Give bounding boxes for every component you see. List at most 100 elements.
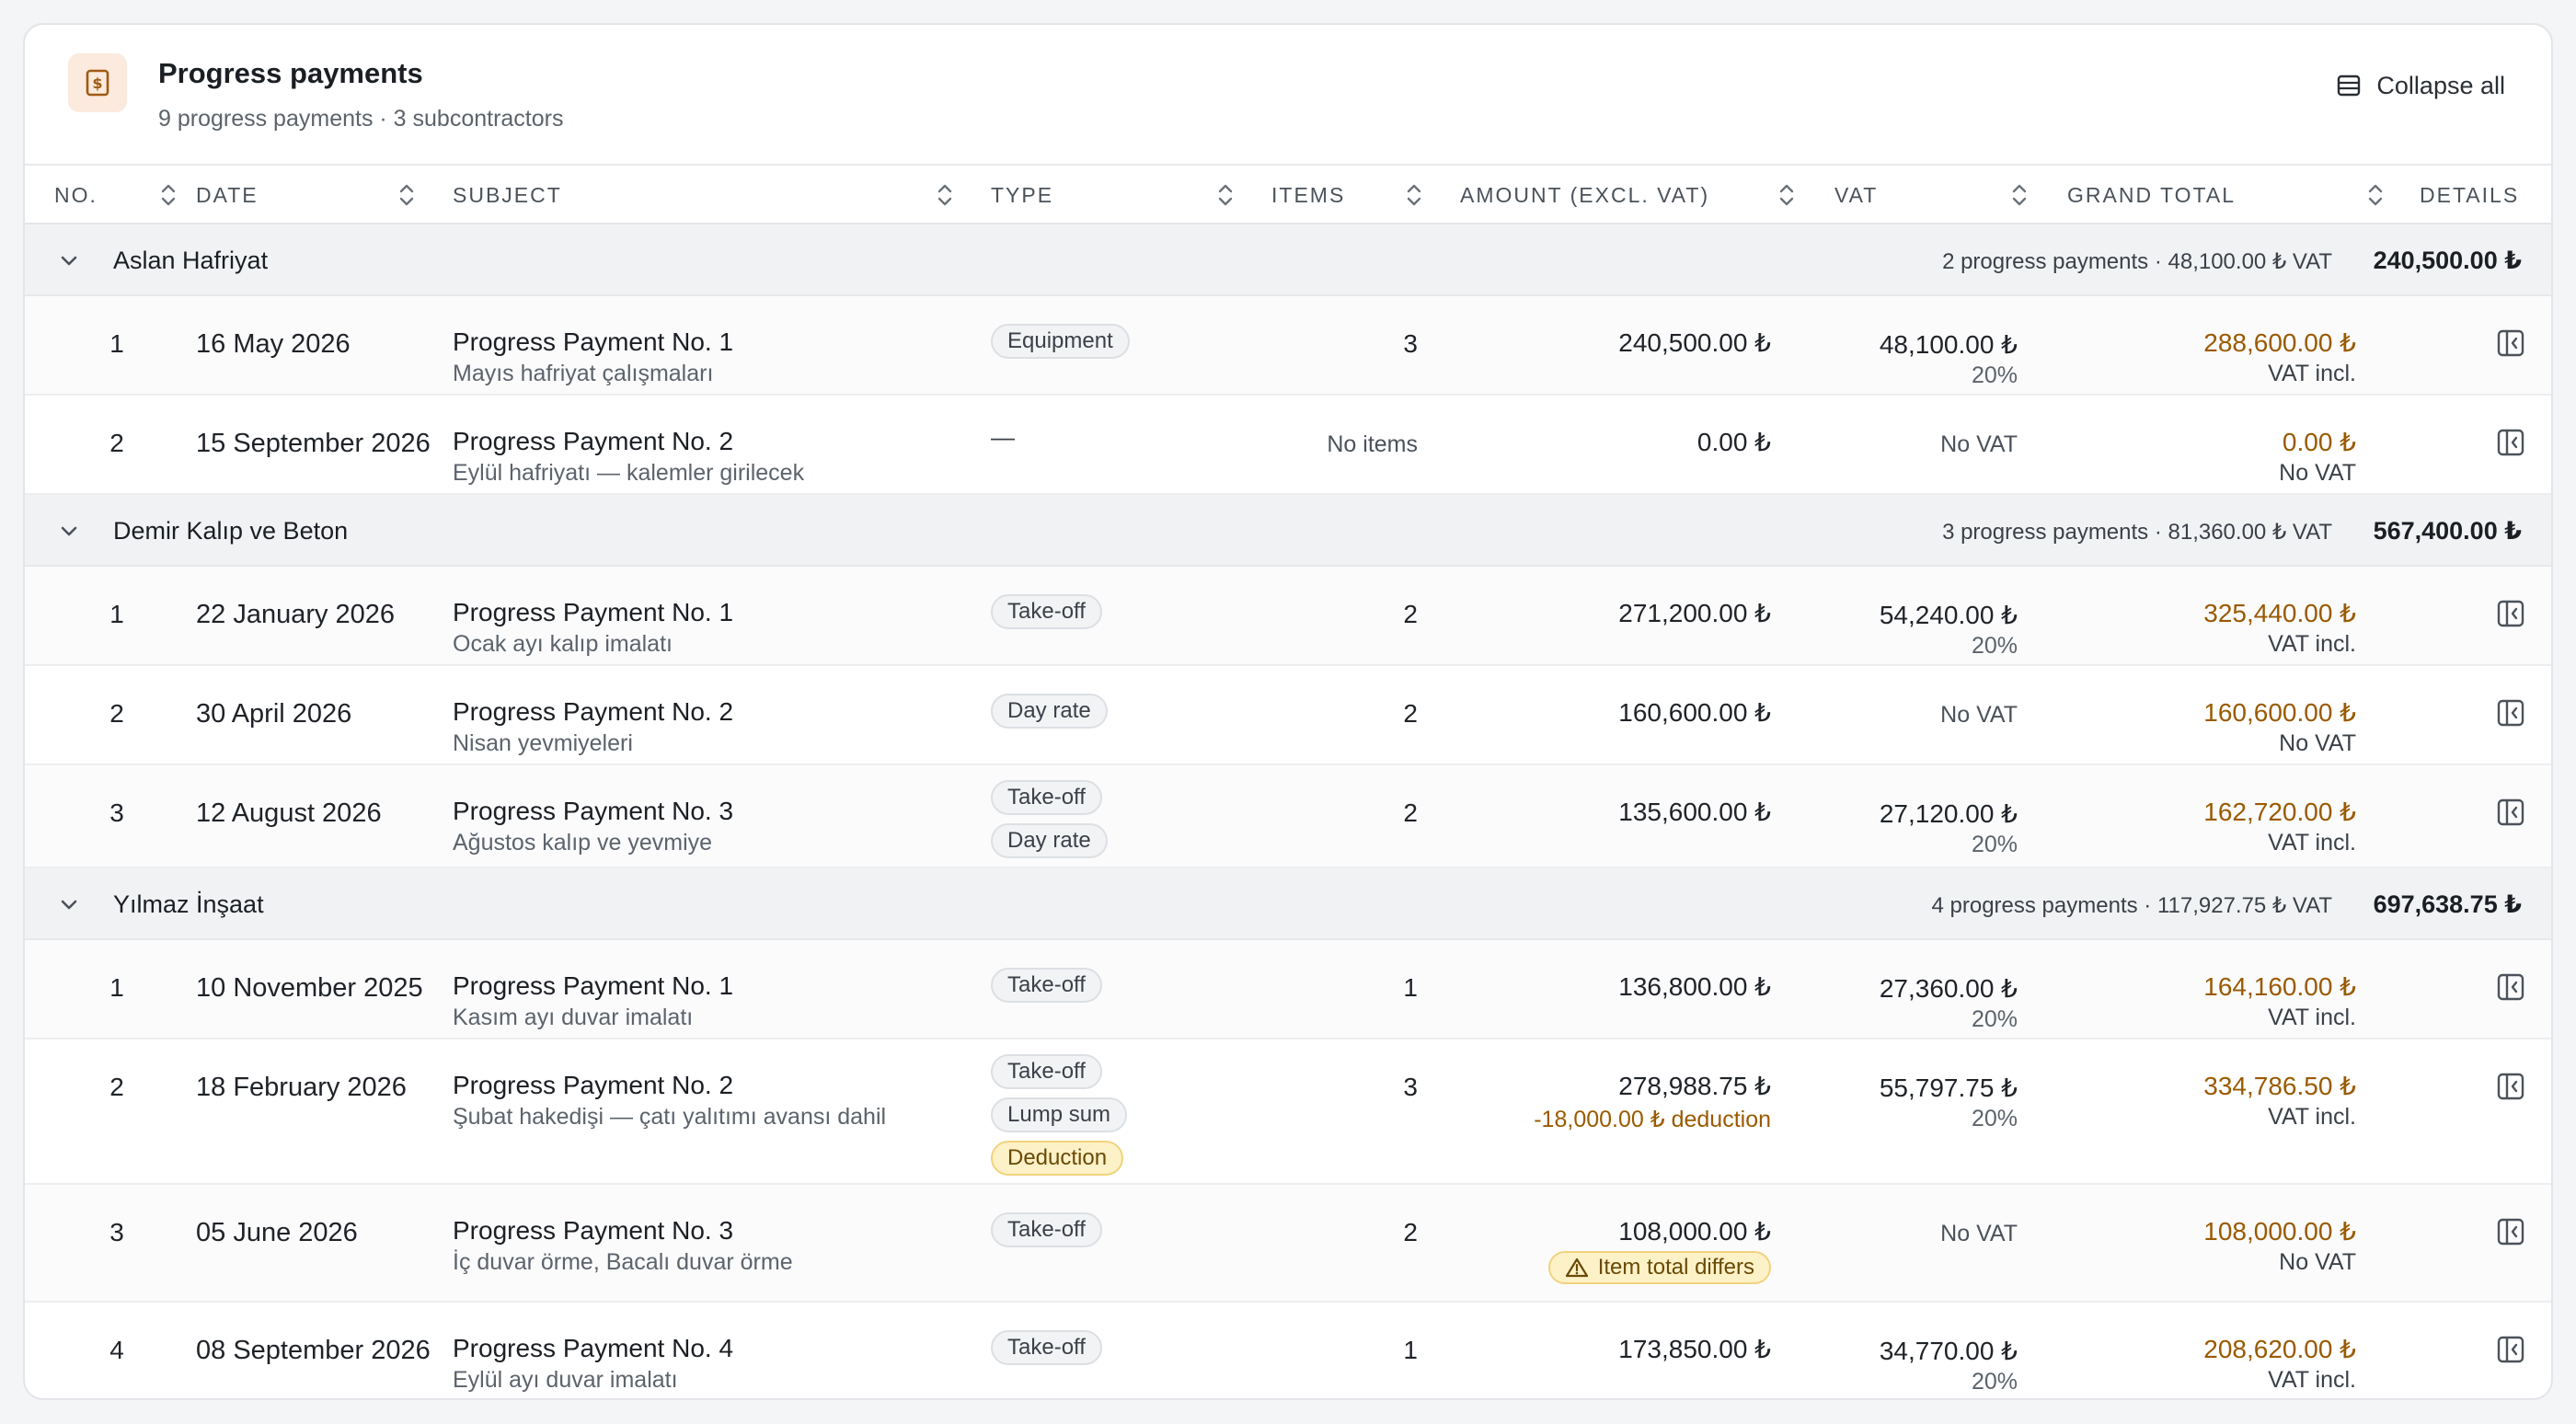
sort-icon[interactable] bbox=[1216, 182, 1235, 208]
group-header[interactable]: Aslan Hafriyat 2 progress payments · 48,… bbox=[25, 224, 2551, 296]
sort-icon[interactable] bbox=[936, 182, 954, 208]
invoice-dollar-icon: $ bbox=[68, 53, 127, 112]
card-header: $ Progress payments 9 progress payments … bbox=[25, 25, 2551, 166]
row-items: 2 bbox=[1403, 600, 1418, 628]
row-date: 15 September 2026 bbox=[196, 429, 431, 458]
col-header-grand-total[interactable]: GRAND TOTAL bbox=[2067, 182, 2237, 207]
sort-icon[interactable] bbox=[397, 182, 416, 208]
collapse-all-button[interactable]: Collapse all bbox=[2336, 65, 2505, 106]
row-grand-total: 208,620.00 ₺ bbox=[2203, 1335, 2356, 1363]
progress-payments-card: $ Progress payments 9 progress payments … bbox=[23, 23, 2553, 1400]
open-details-panel-icon[interactable] bbox=[2493, 695, 2528, 730]
open-details-panel-icon[interactable] bbox=[2493, 596, 2528, 631]
row-type: Take-off Lump sum Deduction bbox=[991, 1054, 1128, 1176]
row-items: 1 bbox=[1403, 1336, 1418, 1364]
sort-icon[interactable] bbox=[2010, 182, 2029, 208]
row-date: 12 August 2026 bbox=[196, 798, 382, 828]
sort-icon[interactable] bbox=[1405, 182, 1423, 208]
table-row[interactable]: 3 12 August 2026 Progress Payment No. 3 … bbox=[25, 765, 2551, 868]
row-subject: Progress Payment No. 2 bbox=[453, 1071, 734, 1099]
row-number: 1 bbox=[109, 600, 124, 628]
row-vat-rate: 20% bbox=[1971, 1006, 2018, 1032]
row-date: 30 April 2026 bbox=[196, 699, 352, 729]
row-number: 2 bbox=[109, 699, 124, 728]
open-details-panel-icon[interactable] bbox=[2493, 1332, 2528, 1367]
warning-triangle-icon bbox=[1565, 1257, 1588, 1278]
group-header[interactable]: Demir Kalıp ve Beton 3 progress payments… bbox=[25, 495, 2551, 567]
table-row[interactable]: 2 15 September 2026 Progress Payment No.… bbox=[25, 396, 2551, 495]
table-header: NO. DATE SUBJECT TYPE ITEMS AMOUNT (EXCL… bbox=[25, 166, 2551, 224]
open-details-panel-icon[interactable] bbox=[2493, 1214, 2528, 1249]
group-summary: 4 progress payments · 117,927.75 ₺ VAT bbox=[1931, 893, 2333, 918]
col-header-subject[interactable]: SUBJECT bbox=[453, 182, 562, 207]
row-description: İç duvar örme, Bacalı duvar örme bbox=[453, 1249, 793, 1275]
open-details-panel-icon[interactable] bbox=[2493, 425, 2528, 460]
sort-icon[interactable] bbox=[1777, 182, 1796, 208]
row-items: 3 bbox=[1403, 329, 1418, 358]
collapse-all-label: Collapse all bbox=[2376, 71, 2505, 99]
table-row[interactable]: 1 10 November 2025 Progress Payment No. … bbox=[25, 940, 2551, 1039]
row-amount: 278,988.75 ₺ bbox=[1618, 1072, 1771, 1100]
type-badge: Take-off bbox=[991, 968, 1102, 1003]
row-grand-total: 162,720.00 ₺ bbox=[2203, 798, 2356, 826]
type-badge: Take-off bbox=[991, 594, 1102, 629]
row-type: — bbox=[991, 423, 1015, 452]
type-badge: Day rate bbox=[991, 694, 1108, 729]
row-number: 4 bbox=[109, 1336, 124, 1364]
row-description: Ocak ayı kalıp imalatı bbox=[453, 631, 673, 657]
type-badge: Lump sum bbox=[991, 1097, 1128, 1132]
row-type: Take-off bbox=[991, 594, 1102, 629]
col-header-amount[interactable]: AMOUNT (EXCL. VAT) bbox=[1460, 182, 1710, 207]
table-row[interactable]: 4 08 September 2026 Progress Payment No.… bbox=[25, 1303, 2551, 1398]
row-grand-total-note: VAT incl. bbox=[2268, 1367, 2356, 1393]
row-amount: 136,800.00 ₺ bbox=[1618, 972, 1771, 1001]
row-grand-total-note: VAT incl. bbox=[2268, 1104, 2356, 1130]
col-header-no[interactable]: NO. bbox=[54, 182, 98, 207]
row-vat-rate: 20% bbox=[1971, 633, 2018, 659]
type-badge: Take-off bbox=[991, 1212, 1102, 1247]
row-type: Take-off bbox=[991, 968, 1102, 1003]
row-vat: 48,100.00 ₺ bbox=[1879, 330, 2018, 359]
item-total-differs-badge: Item total differs bbox=[1547, 1251, 1771, 1284]
col-header-date[interactable]: DATE bbox=[196, 182, 259, 207]
row-grand-total-note: VAT incl. bbox=[2268, 631, 2356, 657]
row-number: 3 bbox=[109, 1218, 124, 1246]
row-type: Day rate bbox=[991, 694, 1108, 729]
chevron-down-icon[interactable] bbox=[58, 894, 80, 916]
chevron-down-icon[interactable] bbox=[58, 250, 80, 272]
chevron-down-icon[interactable] bbox=[58, 521, 80, 543]
row-vat: 34,770.00 ₺ bbox=[1879, 1337, 2018, 1365]
row-items: 3 bbox=[1403, 1073, 1418, 1101]
table-row[interactable]: 1 16 May 2026 Progress Payment No. 1 May… bbox=[25, 296, 2551, 396]
row-grand-total: 325,440.00 ₺ bbox=[2203, 599, 2356, 627]
row-number: 2 bbox=[109, 429, 124, 457]
col-header-vat[interactable]: VAT bbox=[1834, 182, 1879, 207]
open-details-panel-icon[interactable] bbox=[2493, 1069, 2528, 1104]
sort-icon[interactable] bbox=[2366, 182, 2385, 208]
table-row[interactable]: 3 05 June 2026 Progress Payment No. 3 İç… bbox=[25, 1185, 2551, 1303]
group-header[interactable]: Yılmaz İnşaat 4 progress payments · 117,… bbox=[25, 868, 2551, 940]
row-amount: 240,500.00 ₺ bbox=[1618, 328, 1771, 357]
row-grand-total-note: VAT incl. bbox=[2268, 830, 2356, 856]
open-details-panel-icon[interactable] bbox=[2493, 795, 2528, 830]
row-vat-rate: 20% bbox=[1971, 362, 2018, 388]
sort-icon[interactable] bbox=[159, 182, 178, 208]
row-description: Kasım ayı duvar imalatı bbox=[453, 1005, 694, 1030]
row-grand-total: 108,000.00 ₺ bbox=[2203, 1217, 2356, 1246]
open-details-panel-icon[interactable] bbox=[2493, 326, 2528, 361]
row-date: 18 February 2026 bbox=[196, 1073, 407, 1102]
col-header-items[interactable]: ITEMS bbox=[1271, 182, 1346, 207]
row-description: Mayıs hafriyat çalışmaları bbox=[453, 361, 714, 386]
row-number: 1 bbox=[109, 973, 124, 1002]
table-row[interactable]: 1 22 January 2026 Progress Payment No. 1… bbox=[25, 567, 2551, 666]
table-row[interactable]: 2 18 February 2026 Progress Payment No. … bbox=[25, 1039, 2551, 1185]
row-deduction-note: -18,000.00 ₺ deduction bbox=[1534, 1107, 1771, 1132]
row-subject: Progress Payment No. 1 bbox=[453, 327, 734, 356]
row-grand-total: 160,600.00 ₺ bbox=[2203, 698, 2356, 727]
group-total: 697,638.75 ₺ bbox=[2373, 890, 2522, 918]
open-details-panel-icon[interactable] bbox=[2493, 970, 2528, 1005]
row-items: 2 bbox=[1403, 1218, 1418, 1246]
col-header-type[interactable]: TYPE bbox=[991, 182, 1054, 207]
row-items: 2 bbox=[1403, 798, 1418, 827]
table-row[interactable]: 2 30 April 2026 Progress Payment No. 2 N… bbox=[25, 666, 2551, 765]
